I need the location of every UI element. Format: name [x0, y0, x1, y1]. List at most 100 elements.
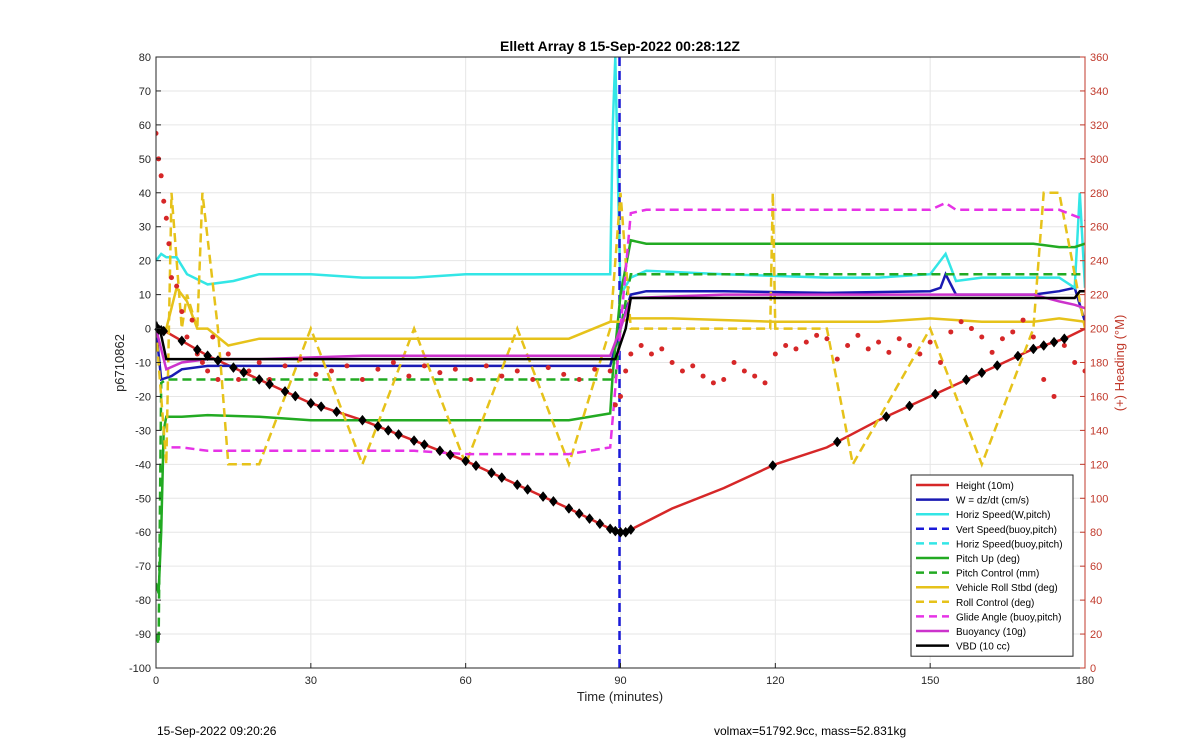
height-marker — [265, 378, 274, 390]
heading-point — [607, 368, 613, 374]
heading-point — [468, 376, 474, 382]
legend-label: VBD (10 cc) — [956, 642, 1010, 653]
y2-tick-label: 260 — [1090, 222, 1108, 234]
heading-point — [623, 368, 629, 374]
heading-point — [545, 365, 551, 371]
x-tick-label: 0 — [153, 675, 159, 687]
height-marker — [585, 513, 594, 525]
y-tick-label: 10 — [139, 290, 151, 302]
y-tick-label: 50 — [139, 154, 151, 166]
heading-point — [958, 319, 964, 325]
heading-point — [592, 366, 598, 372]
height-marker — [977, 367, 987, 379]
heading-point — [628, 351, 634, 357]
heading-point — [359, 376, 365, 382]
height-marker — [409, 435, 419, 446]
height-marker — [595, 518, 605, 530]
y-tick-label: -90 — [135, 629, 151, 641]
heading-point — [855, 332, 861, 338]
height-marker — [832, 436, 842, 448]
heading-point — [236, 376, 242, 382]
heading-point — [174, 283, 180, 289]
heading-point — [163, 215, 169, 221]
series-line-glide-angle-buoy-pitch — [171, 201, 1085, 456]
height-marker — [213, 355, 223, 366]
heading-point — [437, 370, 443, 376]
y-tick-label: 70 — [139, 86, 151, 98]
y-tick-label: 30 — [139, 222, 151, 234]
height-marker — [961, 374, 971, 386]
height-marker — [611, 525, 620, 537]
x-tick-label: 150 — [921, 675, 939, 687]
y2-axis-label: (+) Heading (°M) — [1112, 315, 1127, 412]
y-axis-label: p6710862 — [112, 334, 127, 392]
x-tick-label: 30 — [305, 675, 317, 687]
heading-point — [375, 366, 381, 372]
height-marker — [192, 344, 202, 356]
heading-point — [638, 343, 644, 349]
legend-label: Buoyancy (10g) — [956, 627, 1026, 638]
heading-point — [390, 360, 396, 365]
height-marker — [229, 362, 238, 373]
height-marker — [203, 350, 212, 362]
height-marker — [1013, 350, 1023, 362]
height-marker — [358, 414, 367, 426]
y2-tick-label: 100 — [1090, 493, 1108, 505]
height-marker — [523, 484, 532, 495]
heading-point — [876, 339, 882, 345]
height-markers — [154, 324, 1069, 538]
height-marker — [1039, 340, 1049, 351]
heading-point — [256, 360, 262, 365]
series-line-pitch-control-mm — [156, 272, 1085, 645]
height-marker — [992, 360, 1002, 371]
heading-point — [865, 346, 871, 352]
heading-point — [1010, 329, 1016, 335]
y2-tick-label: 80 — [1090, 527, 1102, 539]
y-tick-label: 60 — [139, 120, 151, 132]
plot-area — [154, 56, 1086, 669]
height-marker — [1060, 333, 1069, 345]
series-line-roll-control-deg — [156, 191, 1085, 469]
height-marker — [538, 491, 548, 502]
heading-point — [783, 343, 789, 349]
legend-label: Vehicle Roll Stbd (deg) — [956, 583, 1058, 594]
heading-point — [313, 371, 319, 377]
x-tick-label: 60 — [460, 675, 472, 687]
heading-point — [1082, 368, 1085, 374]
y-tick-label: 20 — [139, 256, 151, 268]
height-marker — [373, 420, 383, 432]
heading-point — [814, 332, 820, 338]
heading-point — [328, 368, 334, 374]
heading-point — [576, 376, 582, 382]
heading-point — [752, 373, 758, 379]
y2-tick-label: 40 — [1090, 595, 1102, 607]
y2-tick-label: 0 — [1090, 663, 1096, 675]
height-marker — [435, 445, 445, 457]
heading-point — [1041, 376, 1047, 382]
heading-point — [530, 376, 536, 382]
y-tick-label: -20 — [135, 391, 151, 403]
y-tick-label: -10 — [135, 358, 151, 370]
y2-tick-label: 20 — [1090, 629, 1102, 641]
height-marker — [905, 400, 914, 412]
height-marker — [177, 335, 187, 347]
heading-point — [561, 371, 567, 377]
x-tick-label: 90 — [614, 675, 626, 687]
y2-tick-label: 280 — [1090, 188, 1108, 200]
heading-point — [514, 368, 520, 374]
chart-title: Ellett Array 8 15-Sep-2022 00:28:12Z — [500, 38, 740, 54]
heading-point — [669, 360, 675, 365]
height-marker — [768, 460, 778, 471]
legend-label: Pitch Control (mm) — [956, 569, 1039, 580]
heading-point — [762, 380, 768, 386]
height-marker — [280, 385, 290, 397]
height-marker — [239, 366, 249, 378]
heading-point — [184, 334, 190, 340]
height-marker — [931, 388, 940, 400]
heading-point — [282, 363, 288, 369]
y-tick-label: -30 — [135, 425, 151, 437]
height-marker — [159, 325, 169, 337]
series-line-vbd-10-cc — [156, 289, 1085, 361]
y-tick-label: -40 — [135, 459, 151, 471]
